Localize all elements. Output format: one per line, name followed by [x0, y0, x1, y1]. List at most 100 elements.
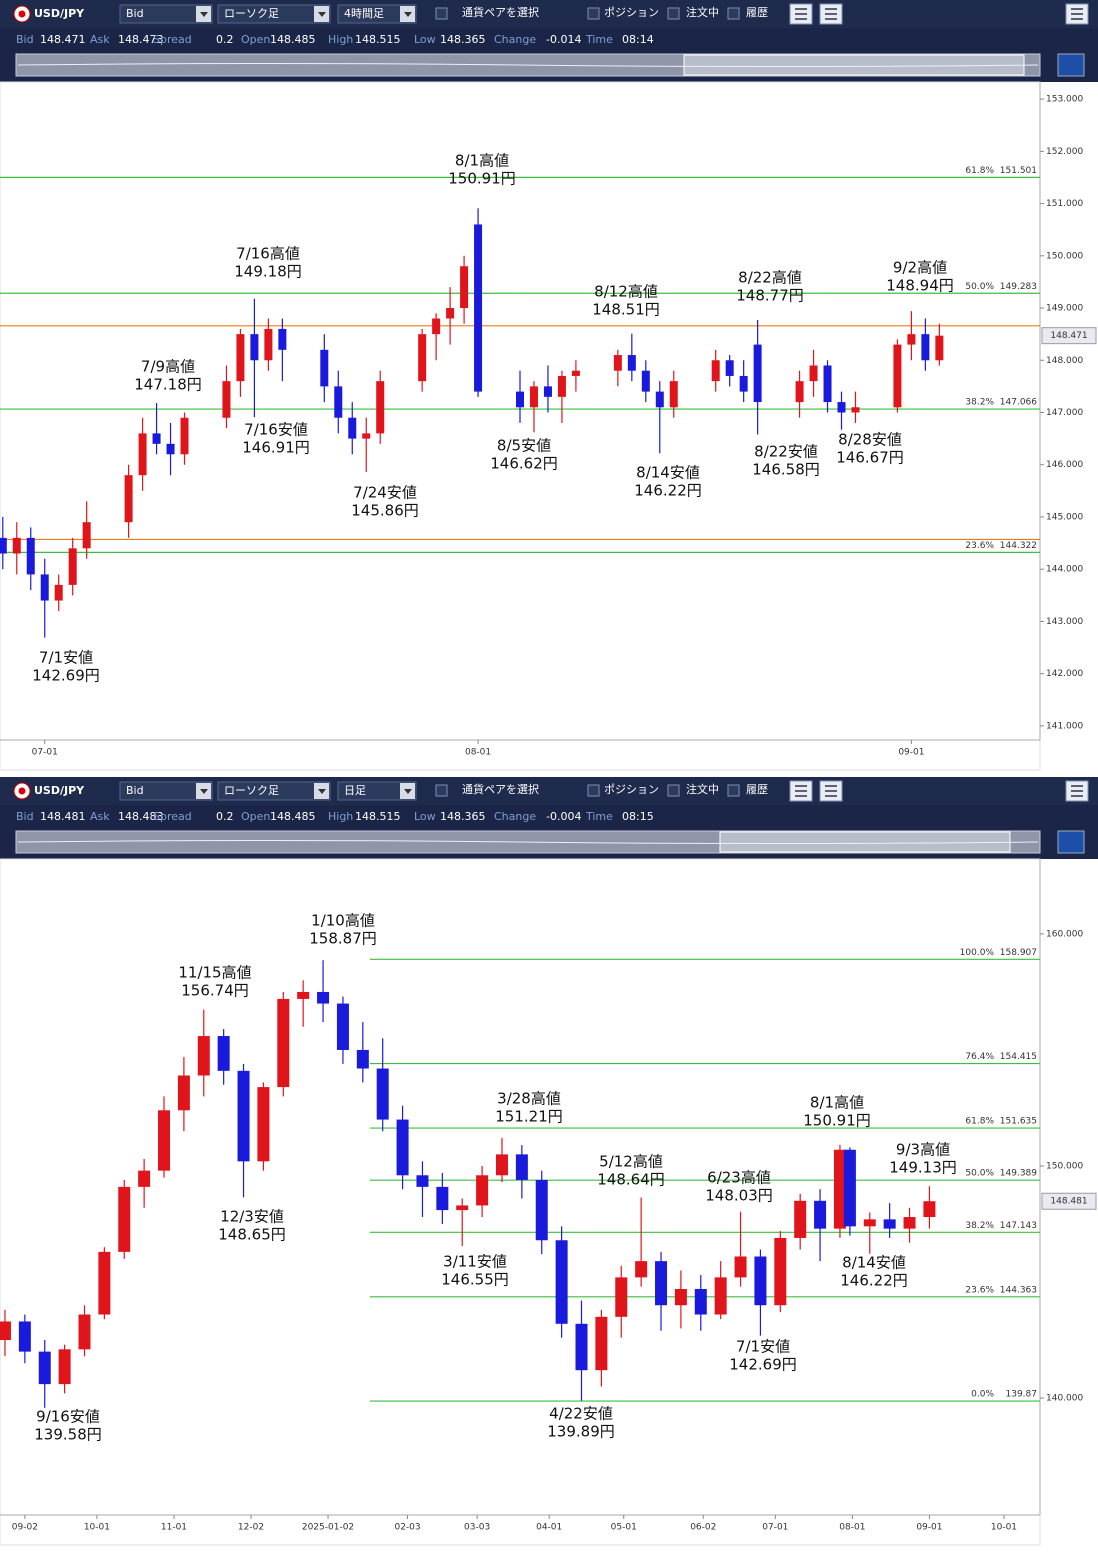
x-tick-label: 08-01: [839, 1523, 865, 1533]
candle-body: [555, 1240, 568, 1324]
info-label: Change: [494, 33, 536, 46]
annotation-price: 156.74円: [181, 982, 249, 1000]
candle-body: [180, 417, 189, 455]
x-tick-label: 11-01: [161, 1523, 187, 1533]
candle-body: [669, 381, 678, 408]
info-label: Open: [241, 33, 270, 46]
candle-body: [529, 386, 538, 408]
y-tick-label: 160.000: [1046, 929, 1083, 939]
candle-body: [356, 1049, 369, 1069]
y-tick-label: 147.000: [1046, 408, 1083, 418]
annotation-price: 148.94円: [886, 277, 954, 295]
checkbox[interactable]: [435, 7, 448, 20]
annotation-title: 3/11安値: [443, 1253, 507, 1271]
checkbox[interactable]: [587, 784, 600, 797]
candle-body: [794, 1200, 807, 1238]
x-tick-label: 04-01: [536, 1523, 562, 1533]
info-label: High: [328, 810, 353, 823]
candle-body: [837, 402, 846, 413]
info-value: 0.2: [216, 810, 234, 823]
candle-body: [456, 1205, 469, 1211]
y-tick-label: 144.000: [1046, 565, 1083, 575]
x-tick-label: 12-02: [238, 1523, 264, 1533]
candle-body: [40, 574, 49, 601]
candle-body: [158, 1110, 171, 1171]
annotation-title: 12/3安値: [220, 1208, 284, 1226]
candle-body: [907, 334, 916, 345]
annotation-price: 146.58円: [752, 461, 820, 479]
dropdown-label: Bid: [126, 7, 144, 20]
dropdown[interactable]: [337, 4, 417, 24]
checkbox[interactable]: [667, 784, 680, 797]
navigator-window[interactable]: [719, 831, 1011, 853]
candle-body: [362, 433, 371, 439]
zoom-button[interactable]: [1057, 53, 1085, 77]
x-tick-label: 02-03: [394, 1523, 420, 1533]
annotation-price: 142.69円: [729, 1356, 797, 1374]
candle-body: [474, 224, 483, 392]
fib-level: 149.283: [1000, 282, 1037, 292]
annotation-title: 9/2高値: [893, 259, 947, 277]
dropdown[interactable]: [217, 4, 331, 24]
candle-body: [725, 360, 734, 376]
fib-pct: 38.2%: [965, 398, 994, 408]
checkbox[interactable]: [435, 784, 448, 797]
candle-body: [18, 1321, 31, 1352]
candle-body: [571, 370, 580, 376]
y-tick-label: 148.000: [1046, 356, 1083, 366]
candle-body: [515, 1154, 528, 1180]
annotation-title: 11/15高値: [178, 964, 251, 982]
fib-pct: 0.0%: [971, 1390, 994, 1400]
y-tick-label: 145.000: [1046, 512, 1083, 522]
fib-level: 144.322: [1000, 541, 1037, 551]
current-price-tag: [1041, 327, 1097, 345]
candle-body: [58, 1349, 71, 1385]
info-value: 148.485: [270, 810, 316, 823]
dropdown[interactable]: [119, 781, 213, 801]
info-label: Change: [494, 810, 536, 823]
checkbox-label: 注文中: [686, 5, 719, 19]
dropdown-arrow: [200, 12, 208, 17]
x-tick-label: 07-01: [762, 1523, 788, 1533]
annotation-title: 9/3高値: [896, 1141, 950, 1159]
fib-level: 144.363: [1000, 1285, 1037, 1295]
checkbox[interactable]: [727, 7, 740, 20]
candle-body: [774, 1237, 787, 1306]
checkbox[interactable]: [587, 7, 600, 20]
info-label: Spread: [153, 33, 192, 46]
fib-pct: 61.8%: [965, 166, 994, 176]
dropdown-arrow: [404, 12, 412, 17]
candle-body: [334, 386, 343, 418]
candle-body: [0, 1321, 11, 1341]
checkbox-label: 注文中: [686, 782, 719, 796]
annotation-price: 146.62円: [490, 455, 558, 473]
dropdown[interactable]: [337, 781, 417, 801]
x-tick-label: 06-02: [690, 1523, 716, 1533]
dropdown-arrow: [318, 12, 326, 17]
current-price-tag: [1041, 1192, 1097, 1210]
dropdown[interactable]: [119, 4, 213, 24]
x-tick-label: 05-01: [611, 1523, 637, 1533]
zoom-button[interactable]: [1057, 830, 1085, 854]
info-value: 148.365: [440, 810, 486, 823]
candle-body: [851, 407, 860, 413]
candle-body: [278, 328, 287, 350]
candle-body: [432, 318, 441, 335]
checkbox[interactable]: [667, 7, 680, 20]
annotation-price: 148.03円: [705, 1187, 773, 1205]
annotation-title: 7/1安値: [39, 649, 93, 667]
dropdown[interactable]: [217, 781, 331, 801]
candle-body: [118, 1186, 131, 1252]
candle-body: [138, 1170, 151, 1187]
fib-level: 158.907: [1000, 948, 1037, 958]
x-tick-label: 2025-01-02: [302, 1523, 354, 1533]
info-label: Low: [414, 33, 436, 46]
icon-glyph: [795, 8, 807, 20]
checkbox[interactable]: [727, 784, 740, 797]
candle-body: [516, 391, 524, 408]
navigator-window[interactable]: [683, 54, 1025, 76]
candle-body: [753, 344, 762, 403]
info-label: Time: [585, 33, 613, 46]
candle-body: [336, 1003, 349, 1050]
